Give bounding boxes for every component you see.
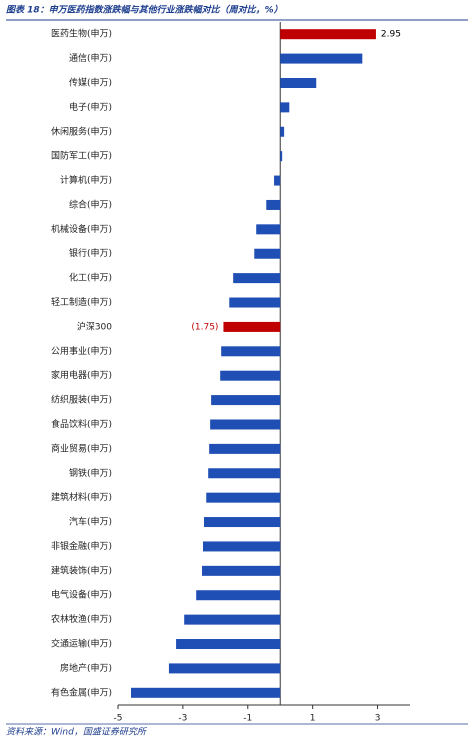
y-tick-label: 银行(申万) [69,247,112,259]
bar [208,468,281,479]
y-tick-label: 家用电器(申万) [51,369,112,381]
x-tick-label: 3 [375,714,381,724]
x-tick-label: -1 [243,714,252,724]
y-tick-label: 国防军工(申万) [51,150,112,162]
y-tick-label: 公用事业(申万) [51,345,112,357]
y-tick-label: 机械设备(申万) [51,223,112,235]
source-note: 资料来源：Wind，国盛证券研究所 [6,727,148,738]
y-tick-label: 传媒(申万) [69,76,112,88]
y-tick-label: 电子(申万) [69,101,112,113]
y-tick-label: 建筑材料(申万) [51,491,112,503]
bar [280,126,285,137]
bar [206,492,281,503]
y-tick-label: 电气设备(申万) [51,589,112,601]
bar [233,273,281,284]
bar [223,321,281,332]
bar [280,102,290,113]
y-tick-label: 纺织服装(申万) [51,394,112,406]
bar [211,395,281,406]
bar [280,53,363,64]
y-tick-label: 房地产(申万) [60,662,112,674]
y-tick-label: 医药生物(申万) [51,28,112,40]
y-tick-label: 农林牧渔(申万) [51,613,112,625]
bar [229,297,281,308]
bar [280,29,376,40]
y-tick-label: 综合(申万) [69,198,112,210]
bar [220,370,281,381]
x-tick-label: -3 [178,714,187,724]
y-tick-label: 建筑装饰(申万) [51,564,112,576]
bar [168,663,281,674]
y-tick-label: 通信(申万) [69,52,112,64]
bar [254,248,281,259]
y-tick-label: 食品饮料(申万) [51,418,112,430]
bar [203,541,281,552]
y-tick-label: 有色金属(申万) [51,686,112,698]
chart-title: 图表 18：申万医药指数涨跌幅与其他行业涨跌幅对比（周对比，%） [6,5,283,16]
y-tick-label: 非银金融(申万) [51,540,112,552]
y-tick-label: 休闲服务(申万) [51,125,112,137]
bar [130,687,281,698]
y-tick-label: 交通运输(申万) [51,638,112,650]
bar [280,151,283,162]
y-tick-label: 商业贸易(申万) [51,442,112,454]
y-tick-label: 化工(申万) [69,272,112,284]
bar [196,590,281,601]
bar [176,639,281,650]
bar [274,175,281,186]
bar [280,77,317,88]
value-label: (1.75) [191,322,218,332]
y-tick-label: 计算机(申万) [60,174,112,186]
y-tick-label: 汽车(申万) [69,516,112,528]
bar [202,565,281,576]
bar [221,346,281,357]
y-tick-label: 轻工制造(申万) [51,296,112,308]
x-tick-label: -5 [114,714,123,724]
bar [210,419,281,430]
bar [256,224,281,235]
bar [184,614,281,625]
y-tick-label: 钢铁(申万) [69,467,112,479]
bar [266,199,281,210]
bar [203,517,281,528]
x-tick-label: 1 [310,714,316,724]
bar [209,443,281,454]
value-label: 2.95 [381,30,401,40]
y-tick-label: 沪深300 [77,320,112,332]
